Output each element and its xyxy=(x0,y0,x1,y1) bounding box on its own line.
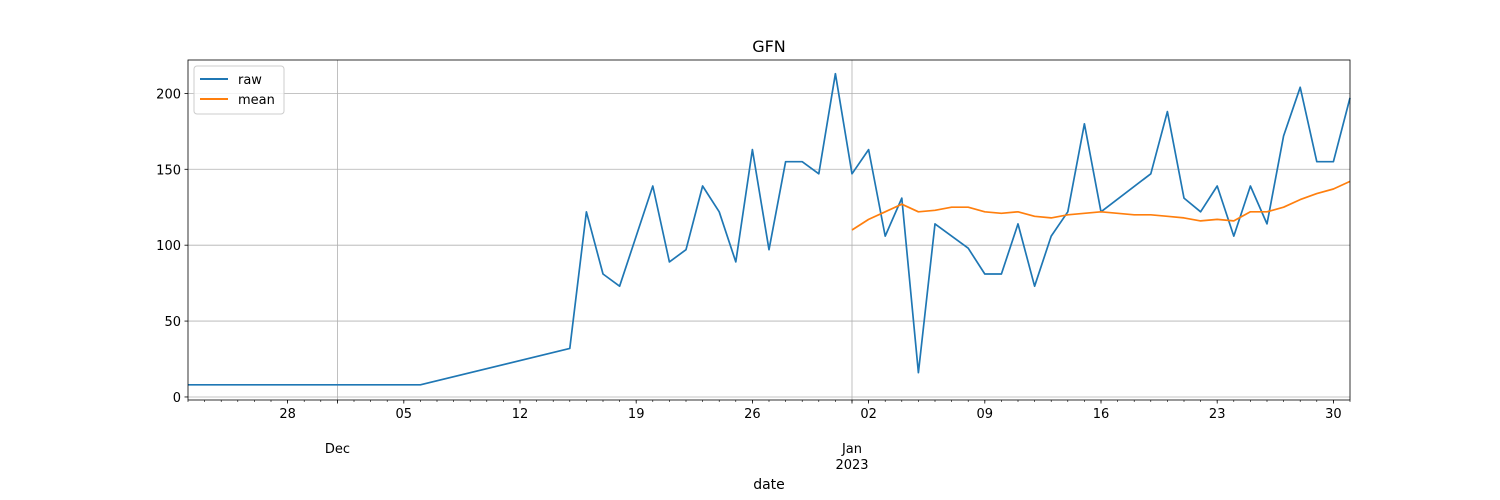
plot-area xyxy=(188,60,1350,400)
x-month-label: Jan xyxy=(841,442,862,457)
y-tick-label: 100 xyxy=(156,239,181,254)
series-layer xyxy=(188,72,1351,386)
x-tick-label: 02 xyxy=(860,407,877,422)
x-month-label: Dec xyxy=(325,442,350,457)
legend: raw mean xyxy=(193,65,285,115)
x-tick-label: 26 xyxy=(744,407,761,422)
x-tick-label: 12 xyxy=(512,407,529,422)
series-line-raw xyxy=(188,72,1351,386)
y-tick-label: 200 xyxy=(156,87,181,102)
x-tick-label: 05 xyxy=(396,407,413,422)
y-tick-label: 0 xyxy=(173,391,181,406)
y-axis: 0 50 100 150 200 xyxy=(156,87,188,406)
x-tick-label: 16 xyxy=(1093,407,1110,422)
legend-label-raw: raw xyxy=(238,73,262,88)
x-tick-label: 30 xyxy=(1325,407,1342,422)
series-line-mean xyxy=(851,180,1351,231)
x-month-label: 2023 xyxy=(835,458,868,473)
x-tick-label: 23 xyxy=(1209,407,1226,422)
x-tick-label: 19 xyxy=(628,407,645,422)
x-axis-title: date xyxy=(753,477,785,493)
y-tick-label: 150 xyxy=(156,163,181,178)
x-tick-label: 28 xyxy=(279,407,296,422)
chart-title: GFN xyxy=(752,37,786,56)
legend-label-mean: mean xyxy=(238,93,275,108)
x-tick-label: 09 xyxy=(977,407,994,422)
y-tick-label: 50 xyxy=(164,315,181,330)
